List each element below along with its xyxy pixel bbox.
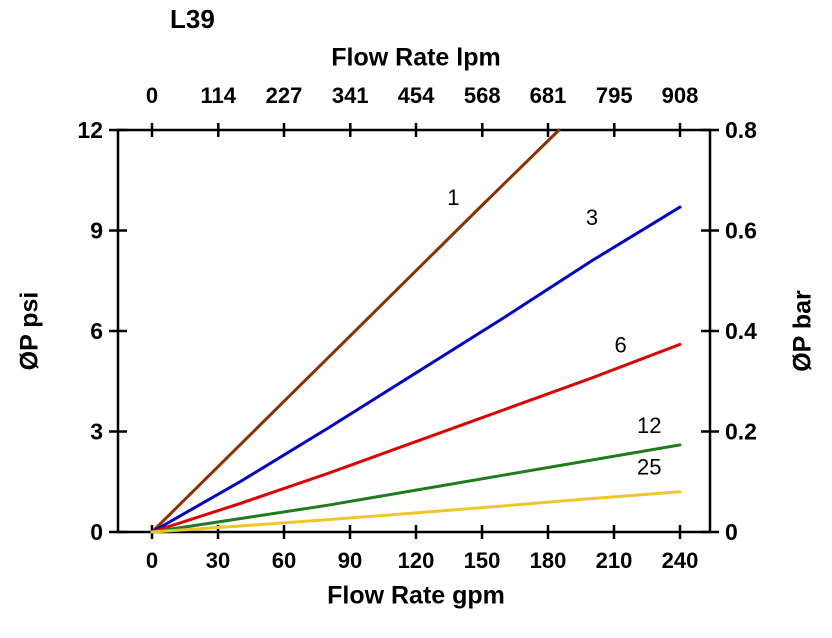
- bottom-tick-label: 0: [146, 548, 158, 573]
- bottom-tick-label: 240: [662, 548, 699, 573]
- top-tick-label: 114: [201, 83, 237, 108]
- right-tick-label: 0.4: [725, 318, 757, 344]
- right-tick-label: 0.6: [725, 218, 757, 244]
- left-tick-label: 9: [90, 218, 103, 244]
- top-tick-label: 0: [146, 83, 158, 108]
- bottom-axis-label: Flow Rate gpm: [327, 581, 505, 610]
- series-line-25: [150, 490, 682, 534]
- series-line-1: [150, 128, 561, 534]
- series-line-3: [150, 205, 682, 534]
- series-label-25: 25: [637, 455, 661, 480]
- left-tick-label: 6: [90, 318, 103, 344]
- series-label-12: 12: [637, 413, 661, 438]
- right-tick-label: 0.2: [725, 419, 757, 445]
- top-tick-label: 795: [596, 83, 633, 108]
- series-line-12: [150, 443, 682, 534]
- bottom-tick-label: 120: [398, 548, 435, 573]
- top-tick-label: 568: [464, 83, 501, 108]
- series-line-6: [150, 342, 682, 534]
- bottom-tick-label: 180: [530, 548, 567, 573]
- top-tick-label: 341: [332, 83, 369, 108]
- bottom-tick-label: 90: [338, 548, 362, 573]
- top-tick-label: 908: [662, 83, 699, 108]
- bottom-tick-label: 60: [272, 548, 296, 573]
- plot-frame: [116, 128, 712, 534]
- top-tick-label: 681: [530, 83, 567, 108]
- top-axis-label: Flow Rate lpm: [331, 43, 501, 72]
- top-tick-label: 454: [398, 83, 435, 108]
- bottom-tick-label: 30: [206, 548, 230, 573]
- bottom-tick-label: 150: [464, 548, 501, 573]
- left-tick-label: 0: [90, 519, 103, 545]
- bottom-tick-label: 210: [596, 548, 633, 573]
- right-tick-label: 0.8: [725, 117, 757, 143]
- right-tick-label: 0: [725, 519, 738, 545]
- left-tick-label: 3: [90, 419, 103, 445]
- top-tick-label: 227: [266, 83, 303, 108]
- left-tick-label: 12: [77, 117, 103, 143]
- chart-title: L39: [170, 4, 215, 34]
- series-label-6: 6: [614, 332, 626, 357]
- series-label-3: 3: [586, 205, 598, 230]
- series-label-1: 1: [447, 185, 459, 210]
